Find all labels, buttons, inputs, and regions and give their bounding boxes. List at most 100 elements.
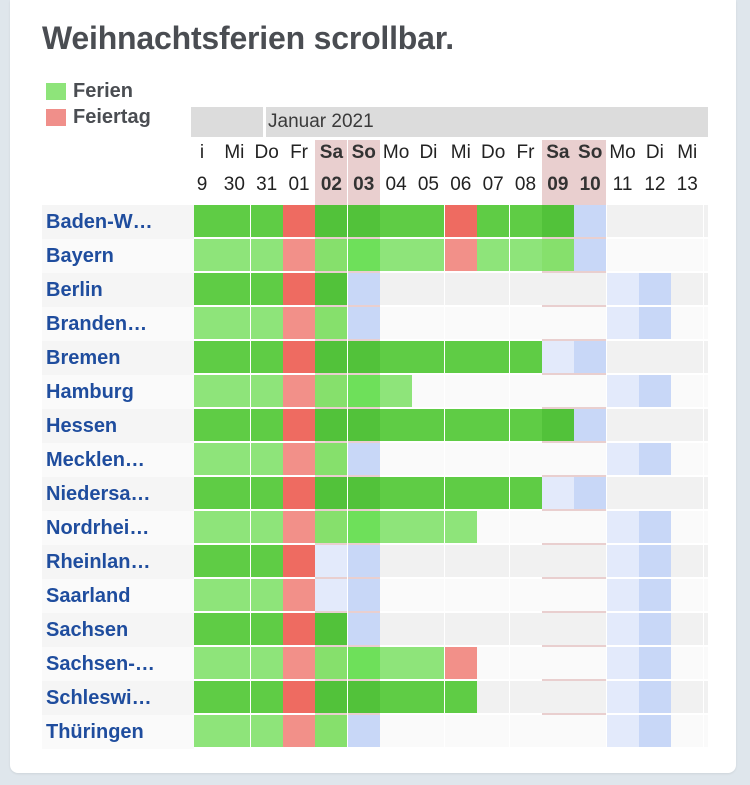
calendar-cell (218, 477, 251, 509)
calendar-cell (380, 375, 413, 407)
calendar-cell (638, 341, 671, 373)
state-row-label[interactable]: Niedersa… (42, 477, 194, 511)
day-number: 09 (547, 174, 569, 195)
calendar-cell (638, 239, 671, 271)
calendar-cell (315, 341, 348, 373)
state-row-label[interactable]: Saarland (42, 579, 194, 613)
calendar-cell (671, 409, 704, 441)
calendar-cell (638, 205, 671, 237)
calendar-cell (315, 239, 348, 271)
weekday-label: Sa (319, 142, 344, 163)
calendar-cell (380, 579, 413, 611)
day-number: 14 (704, 174, 708, 196)
calendar-cell (283, 307, 316, 339)
calendar-cell (444, 443, 477, 475)
calendar-cell (638, 715, 671, 747)
calendar-cell (250, 545, 283, 577)
calendar-cell (380, 613, 413, 645)
calendar-cell (444, 239, 477, 271)
state-row-label[interactable]: Sachsen-… (42, 647, 194, 681)
calendar-cell (574, 681, 607, 713)
weekday-label: Do (704, 142, 708, 164)
calendar-cell (541, 579, 574, 611)
state-row-label[interactable]: Berlin (42, 273, 194, 307)
calendar-cell (315, 545, 348, 577)
calendar-cell (703, 341, 708, 373)
weekday-label: Mi (450, 142, 471, 163)
state-row-label[interactable]: Rheinlan… (42, 545, 194, 579)
calendar-cell (606, 511, 639, 543)
calendar-cell (606, 443, 639, 475)
state-row-label[interactable]: Baden-W… (42, 205, 194, 239)
calendar-cell (574, 205, 607, 237)
calendar-cell (703, 239, 708, 271)
calendar-cell (380, 273, 413, 305)
calendar-cell (444, 341, 477, 373)
calendar-cell (477, 341, 510, 373)
day-number: 01 (288, 174, 310, 195)
calendar-cell (218, 681, 251, 713)
state-row-label[interactable]: Sachsen (42, 613, 194, 647)
calendar-cell (703, 409, 708, 441)
calendar-cell (218, 443, 251, 475)
calendar-cell (218, 307, 251, 339)
weekday-label: Di (645, 142, 664, 163)
calendar-cell (191, 341, 218, 373)
calendar-cell (191, 307, 218, 339)
calendar-cell (283, 511, 316, 543)
calendar-cell (347, 613, 380, 645)
calendar-cell (574, 613, 607, 645)
state-row-label[interactable]: Bayern (42, 239, 194, 273)
state-row-label[interactable]: Bremen (42, 341, 194, 375)
calendar-cell (412, 647, 445, 679)
calendar-cell (315, 443, 348, 475)
calendar-cell (574, 511, 607, 543)
state-row-label[interactable]: Hessen (42, 409, 194, 443)
calendar-cell (412, 443, 445, 475)
calendar-cell (703, 511, 708, 543)
calendar-cell (574, 579, 607, 611)
calendar-cell (380, 205, 413, 237)
calendar-cell (606, 307, 639, 339)
calendar-cell (477, 477, 510, 509)
calendar-cell (509, 545, 542, 577)
calendar-cell (191, 239, 218, 271)
calendar-cell (541, 443, 574, 475)
state-row-label[interactable]: Nordrhei… (42, 511, 194, 545)
day-column: Di 05 (412, 140, 444, 747)
calendar-cell (347, 681, 380, 713)
calendar-cell (703, 307, 708, 339)
state-row-label[interactable]: Branden… (42, 307, 194, 341)
calendar-cell (250, 477, 283, 509)
calendar-cell (606, 341, 639, 373)
calendar-cell (191, 273, 218, 305)
day-number: 02 (320, 174, 342, 195)
calendar-cell (380, 681, 413, 713)
calendar-cell (444, 273, 477, 305)
calendar-cell (412, 613, 445, 645)
day-number: 04 (385, 174, 407, 195)
calendar-cell (412, 545, 445, 577)
calendar-cell (315, 681, 348, 713)
state-row-label[interactable]: Hamburg (42, 375, 194, 409)
state-row-label[interactable]: Mecklen… (42, 443, 194, 477)
calendar-cell (315, 511, 348, 543)
calendar-cell (412, 477, 445, 509)
calendar-cell (283, 613, 316, 645)
calendar-grid[interactable]: i 9 Mi 30 Do 31 Fr 01 Sa 02 So 03 Mo 04 Di 05 Mi 06 Do 07 Fr… (191, 140, 708, 747)
calendar-cell (347, 443, 380, 475)
state-row-label[interactable]: Thüringen (42, 715, 194, 749)
calendar-cell (315, 579, 348, 611)
calendar-cell (250, 375, 283, 407)
calendar-cell (380, 341, 413, 373)
legend-label-ferien: Ferien (73, 79, 134, 102)
calendar-cell (574, 409, 607, 441)
day-column: Mi 06 (445, 140, 477, 747)
calendar-cell (412, 273, 445, 305)
state-row-label[interactable]: Schleswi… (42, 681, 194, 715)
calendar-cell (191, 443, 218, 475)
calendar-cell (638, 545, 671, 577)
month-label: Januar 2021 (268, 111, 374, 132)
calendar-cell (509, 307, 542, 339)
day-column: Do 07 (477, 140, 509, 747)
